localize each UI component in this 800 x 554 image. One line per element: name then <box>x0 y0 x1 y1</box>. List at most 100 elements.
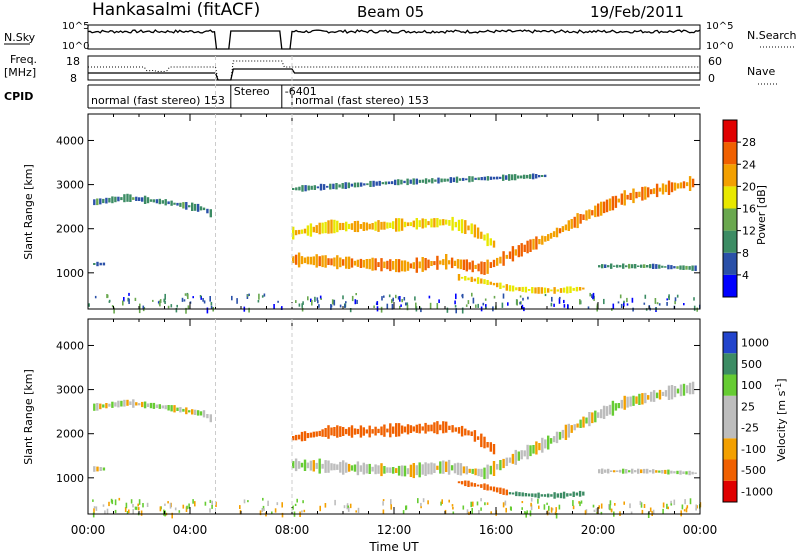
scatter-cell <box>518 492 521 497</box>
scatter-cell <box>384 181 388 185</box>
scatter-cell <box>338 184 341 188</box>
scatter-cell <box>300 229 304 234</box>
scatter-cell <box>535 236 538 250</box>
speckle-cell <box>134 297 137 301</box>
power-panel: 1000 2000 3000 4000 Slant Range [km] <box>22 113 701 314</box>
speckle-cell <box>538 505 540 509</box>
scatter-cell <box>377 262 380 267</box>
scatter-cell <box>549 438 553 444</box>
scatter-cell <box>152 199 156 203</box>
speckle-cell <box>673 499 676 506</box>
scatter-cell <box>372 180 375 187</box>
speckle-cell <box>427 500 429 505</box>
scatter-cell <box>601 264 604 269</box>
scatter-cell <box>179 202 182 207</box>
scatter-cell <box>105 403 108 409</box>
scatter-cell <box>691 381 695 395</box>
scatter-cell <box>527 289 531 291</box>
scatter-cell <box>193 409 197 415</box>
scatter-cell <box>575 286 579 292</box>
scatter-cell <box>635 191 638 199</box>
scatter-cell <box>531 287 534 294</box>
scatter-cell <box>342 259 345 266</box>
scatter-cell <box>442 460 445 474</box>
scatter-cell <box>547 493 550 498</box>
speckle-cell <box>641 509 644 514</box>
scatter-cell <box>406 468 410 475</box>
speckle-cell <box>373 305 375 308</box>
speckle-cell <box>258 293 260 300</box>
scatter-cell <box>170 405 173 412</box>
speckle-cell <box>609 504 611 511</box>
scatter-cell <box>620 399 623 409</box>
speckle-cell <box>563 304 566 308</box>
scatter-cell <box>409 464 413 477</box>
scatter-cell <box>298 186 301 191</box>
speckle-cell <box>331 299 334 305</box>
scatter-cell <box>368 425 371 438</box>
speckle-cell <box>662 508 664 515</box>
nsky-label: N.Sky <box>4 31 36 44</box>
scatter-cell <box>644 392 647 404</box>
scatter-cell <box>403 465 407 477</box>
scatter-cell <box>383 466 386 474</box>
scatter-cell <box>433 463 436 473</box>
scatter-cell <box>424 462 427 476</box>
speckle-cell <box>526 510 528 514</box>
speckle-cell <box>530 502 532 507</box>
scatter-cell <box>650 391 653 402</box>
speckle-cell <box>612 303 615 310</box>
scatter-cell <box>306 256 310 265</box>
scatter-cell <box>330 463 333 471</box>
cpid-segment-label: normal (fast stereo) 153 <box>91 94 225 107</box>
speckle-cell <box>558 504 561 510</box>
scatter-cell <box>176 407 179 411</box>
scatter-cell <box>492 461 496 476</box>
scatter-cell <box>576 423 579 428</box>
scatter-cell <box>564 224 568 231</box>
speckle-cell <box>281 502 283 508</box>
scatter-cell <box>421 464 424 475</box>
scatter-cell <box>540 287 543 294</box>
speckle-cell <box>472 501 474 507</box>
scatter-cell <box>456 259 460 269</box>
power-colorbar: 4 8 12 16 20 24 28 Power [dB] <box>722 119 768 298</box>
scatter-cell <box>679 265 682 270</box>
scatter-cell <box>541 437 544 453</box>
scatter-cell <box>339 461 342 473</box>
power-colorbar-tick-label: 16 <box>742 203 756 216</box>
speckle-cell <box>239 505 241 509</box>
scatter-cell <box>537 287 540 294</box>
scatter-cell <box>600 409 603 419</box>
scatter-cell <box>462 177 465 181</box>
scatter-cell <box>613 265 616 267</box>
scatter-cell <box>464 480 467 487</box>
scatter-cell <box>462 466 466 474</box>
speckle-cell <box>683 303 685 306</box>
scatter-cell <box>360 182 363 187</box>
scatter-cell <box>179 407 182 413</box>
scatter-cell <box>196 410 200 416</box>
speckle-cell <box>589 292 591 297</box>
scatter-cell <box>436 421 439 435</box>
scatter-cell <box>307 185 310 191</box>
speckle-cell <box>111 305 114 308</box>
x-tick-label: 04:00 <box>173 523 208 537</box>
nave-tick-top: 60 <box>708 55 722 68</box>
scatter-cell <box>126 193 129 202</box>
scatter-cell <box>520 450 523 460</box>
speckle-cell <box>477 303 479 308</box>
scatter-cell <box>132 197 135 200</box>
scatter-cell <box>418 462 421 478</box>
scatter-cell <box>511 285 515 292</box>
speckle-cell <box>686 505 689 509</box>
speckle-cell <box>138 499 141 505</box>
scatter-cell <box>400 179 403 185</box>
speckle-cell <box>674 300 676 305</box>
scatter-cell <box>395 468 398 473</box>
scatter-cell <box>158 198 161 205</box>
scatter-cell <box>489 281 492 285</box>
speckle-cell <box>504 500 507 506</box>
speckle-cell <box>501 302 504 308</box>
scatter-cell <box>199 206 203 211</box>
